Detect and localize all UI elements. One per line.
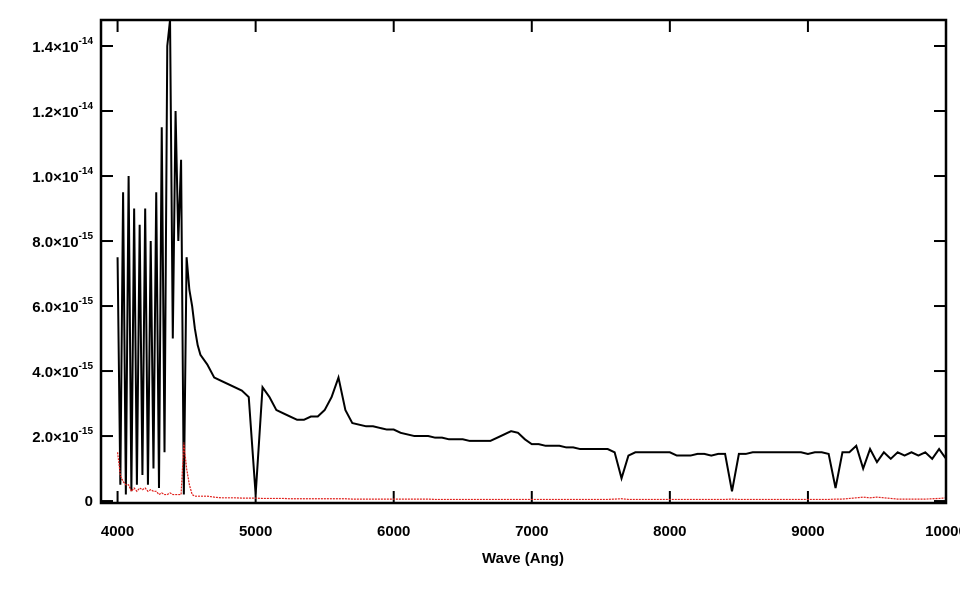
y-tick-label-base: 1.0×10: [32, 169, 78, 186]
spectrum-line: [116, 20, 946, 495]
y-tick-label-exponent: -15: [79, 296, 94, 307]
x-tick-label: 8000: [653, 523, 686, 540]
spectrum-line: [116, 442, 946, 501]
y-tick-label: 0: [85, 493, 93, 510]
y-tick-label: 6.0×10-15: [32, 296, 93, 316]
y-tick-label-exponent: -14: [79, 101, 94, 112]
y-tick-label-exponent: -15: [79, 231, 94, 242]
y-tick-label-base: 8.0×10: [32, 234, 78, 251]
x-tick-label: 9000: [791, 523, 824, 540]
y-tick-label: 1.0×10-14: [32, 166, 93, 186]
y-tick-label: 8.0×10-15: [32, 231, 93, 251]
y-tick-label: 4.0×10-15: [32, 361, 93, 381]
y-tick-label-exponent: -15: [79, 426, 94, 437]
y-tick-label-exponent: -14: [79, 166, 94, 177]
y-tick-label-base: 1.2×10: [32, 104, 78, 121]
plot-frame: [99, 18, 948, 505]
x-tick-label: 10000: [925, 523, 960, 540]
x-tick-label: 5000: [239, 523, 272, 540]
y-tick-label-exponent: -15: [79, 361, 94, 372]
y-tick-label-base: 2.0×10: [32, 429, 78, 446]
x-tick-label: 6000: [377, 523, 410, 540]
x-axis-title: Wave (Ang): [482, 550, 564, 567]
y-tick-label: 2.0×10-15: [32, 426, 93, 446]
x-tick-label: 4000: [101, 523, 134, 540]
x-tick-label: 7000: [515, 523, 548, 540]
y-tick-label-base: 1.4×10: [32, 39, 78, 56]
y-tick-label-base: 4.0×10: [32, 364, 78, 381]
y-tick-label-exponent: -14: [79, 36, 94, 47]
y-tick-label: 1.4×10-14: [32, 36, 93, 56]
y-tick-label-base: 6.0×10: [32, 299, 78, 316]
y-tick-label: 1.2×10-14: [32, 101, 93, 121]
